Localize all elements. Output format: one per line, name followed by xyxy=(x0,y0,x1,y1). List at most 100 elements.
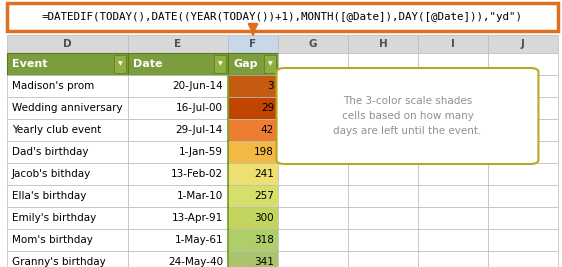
Bar xyxy=(228,229,278,251)
Bar xyxy=(228,97,278,119)
Bar xyxy=(488,163,558,185)
Bar xyxy=(278,185,348,207)
Bar xyxy=(488,119,558,141)
Bar xyxy=(488,251,558,267)
Bar xyxy=(488,229,558,251)
Text: The 3-color scale shades
cells based on how many
days are left until the event.: The 3-color scale shades cells based on … xyxy=(333,96,482,136)
Bar xyxy=(348,163,418,185)
Bar xyxy=(128,119,228,141)
Text: 300: 300 xyxy=(255,213,274,223)
Text: F: F xyxy=(250,39,257,49)
Bar xyxy=(418,75,488,97)
Bar xyxy=(228,75,278,97)
Text: ▼: ▼ xyxy=(117,61,123,66)
Text: H: H xyxy=(379,39,387,49)
Bar xyxy=(348,97,418,119)
Text: ▼: ▼ xyxy=(217,61,223,66)
Bar xyxy=(278,119,348,141)
Text: Dad's birthday: Dad's birthday xyxy=(12,147,88,157)
Text: Wedding anniversary: Wedding anniversary xyxy=(12,103,123,113)
Bar xyxy=(214,55,226,73)
Text: 318: 318 xyxy=(254,235,274,245)
Text: Date: Date xyxy=(133,59,162,69)
Bar xyxy=(348,207,418,229)
Bar xyxy=(7,229,128,251)
Bar xyxy=(418,119,488,141)
Text: 3: 3 xyxy=(268,81,274,91)
Text: ▼: ▼ xyxy=(268,61,273,66)
FancyBboxPatch shape xyxy=(277,68,538,164)
Bar xyxy=(418,229,488,251)
Bar xyxy=(348,251,418,267)
FancyBboxPatch shape xyxy=(7,3,558,31)
Bar xyxy=(7,119,128,141)
Bar xyxy=(278,35,348,53)
Text: Yearly club event: Yearly club event xyxy=(12,125,101,135)
Bar xyxy=(7,251,128,267)
Bar xyxy=(348,141,418,163)
Bar xyxy=(488,75,558,97)
Text: 341: 341 xyxy=(254,257,274,267)
Bar xyxy=(228,141,278,163)
Text: 241: 241 xyxy=(254,169,274,179)
Text: Granny's birthday: Granny's birthday xyxy=(12,257,106,267)
Bar xyxy=(7,141,128,163)
Bar xyxy=(418,251,488,267)
Text: 1-May-61: 1-May-61 xyxy=(174,235,223,245)
Bar xyxy=(418,141,488,163)
Bar xyxy=(264,55,276,73)
Bar xyxy=(128,141,228,163)
Text: 16-Jul-00: 16-Jul-00 xyxy=(176,103,223,113)
Text: G: G xyxy=(309,39,318,49)
Text: 42: 42 xyxy=(261,125,274,135)
Text: I: I xyxy=(451,39,455,49)
Bar xyxy=(488,97,558,119)
Bar xyxy=(7,207,128,229)
Text: E: E xyxy=(174,39,182,49)
Bar xyxy=(128,97,228,119)
Text: Gap: Gap xyxy=(233,59,257,69)
Bar xyxy=(488,35,558,53)
Bar xyxy=(278,163,348,185)
Text: Mom's birthday: Mom's birthday xyxy=(12,235,93,245)
Bar xyxy=(418,53,488,75)
Bar xyxy=(488,185,558,207)
Bar xyxy=(228,53,278,75)
Bar xyxy=(7,75,128,97)
Text: 13-Feb-02: 13-Feb-02 xyxy=(171,169,223,179)
Bar xyxy=(488,141,558,163)
Bar xyxy=(7,185,128,207)
Bar xyxy=(418,185,488,207)
Bar xyxy=(348,229,418,251)
Text: 13-Apr-91: 13-Apr-91 xyxy=(172,213,223,223)
Bar xyxy=(128,163,228,185)
Text: 198: 198 xyxy=(254,147,274,157)
Text: D: D xyxy=(63,39,72,49)
Bar xyxy=(228,185,278,207)
Bar xyxy=(228,163,278,185)
Bar xyxy=(128,185,228,207)
Text: Event: Event xyxy=(12,59,48,69)
Bar xyxy=(418,207,488,229)
Bar xyxy=(348,35,418,53)
Text: 257: 257 xyxy=(254,191,274,201)
Bar xyxy=(488,53,558,75)
Text: J: J xyxy=(521,39,525,49)
Text: =DATEDIF(TODAY(),DATE((YEAR(TODAY())+1),MONTH([@Date]),DAY([@Date])),"yd"): =DATEDIF(TODAY(),DATE((YEAR(TODAY())+1),… xyxy=(42,12,523,22)
Bar xyxy=(348,75,418,97)
Text: Emily's birthday: Emily's birthday xyxy=(12,213,96,223)
Bar xyxy=(278,97,348,119)
Text: 1-Jan-59: 1-Jan-59 xyxy=(179,147,223,157)
Bar xyxy=(7,97,128,119)
Bar xyxy=(7,163,128,185)
Bar xyxy=(348,185,418,207)
Bar xyxy=(278,53,348,75)
Bar xyxy=(128,229,228,251)
Bar xyxy=(128,251,228,267)
Bar xyxy=(228,35,278,53)
Text: 1-Mar-10: 1-Mar-10 xyxy=(177,191,223,201)
Bar xyxy=(228,251,278,267)
Text: Jacob's bithday: Jacob's bithday xyxy=(12,169,91,179)
Bar xyxy=(278,75,348,97)
Bar xyxy=(278,229,348,251)
